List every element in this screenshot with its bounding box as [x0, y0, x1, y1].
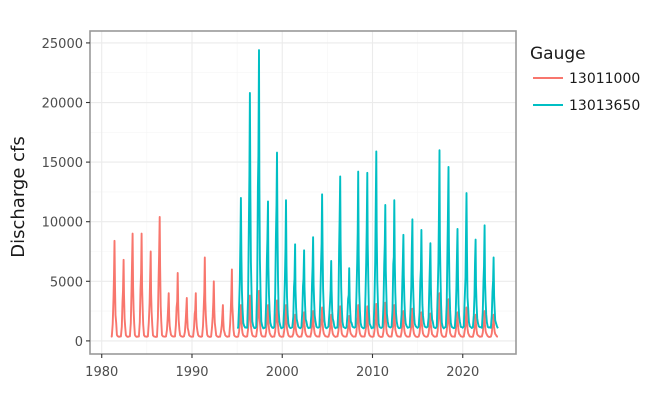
plot-panel-border: [89, 30, 517, 355]
y-tick-label: 15000: [42, 156, 83, 171]
y-tick-label: 20000: [42, 97, 83, 112]
series-lines: [110, 49, 499, 338]
x-tick-label: 2010: [356, 365, 389, 380]
x-tick-label: 2000: [266, 365, 299, 380]
series-line-13013650: [237, 49, 499, 330]
series-line-13011000: [110, 215, 499, 338]
y-axis: 0 5000 10000 15000 20000 25000: [42, 37, 90, 350]
x-tick-label: 1990: [175, 365, 208, 380]
y-tick-label: 5000: [50, 275, 83, 290]
legend-label: 13013650: [569, 98, 640, 114]
legend-title: Gauge: [530, 44, 586, 64]
y-axis-title: Discharge cfs: [8, 136, 29, 258]
legend-label: 13011000: [569, 71, 640, 87]
legend: Gauge 13011000 13013650: [530, 44, 640, 114]
y-tick-label: 0: [75, 335, 83, 350]
y-tick-label: 10000: [42, 216, 83, 231]
x-axis: 1980 1990 2000 2010 2020: [85, 354, 479, 380]
x-tick-label: 2020: [446, 365, 479, 380]
x-tick-label: 1980: [85, 365, 118, 380]
y-tick-label: 25000: [42, 37, 83, 52]
